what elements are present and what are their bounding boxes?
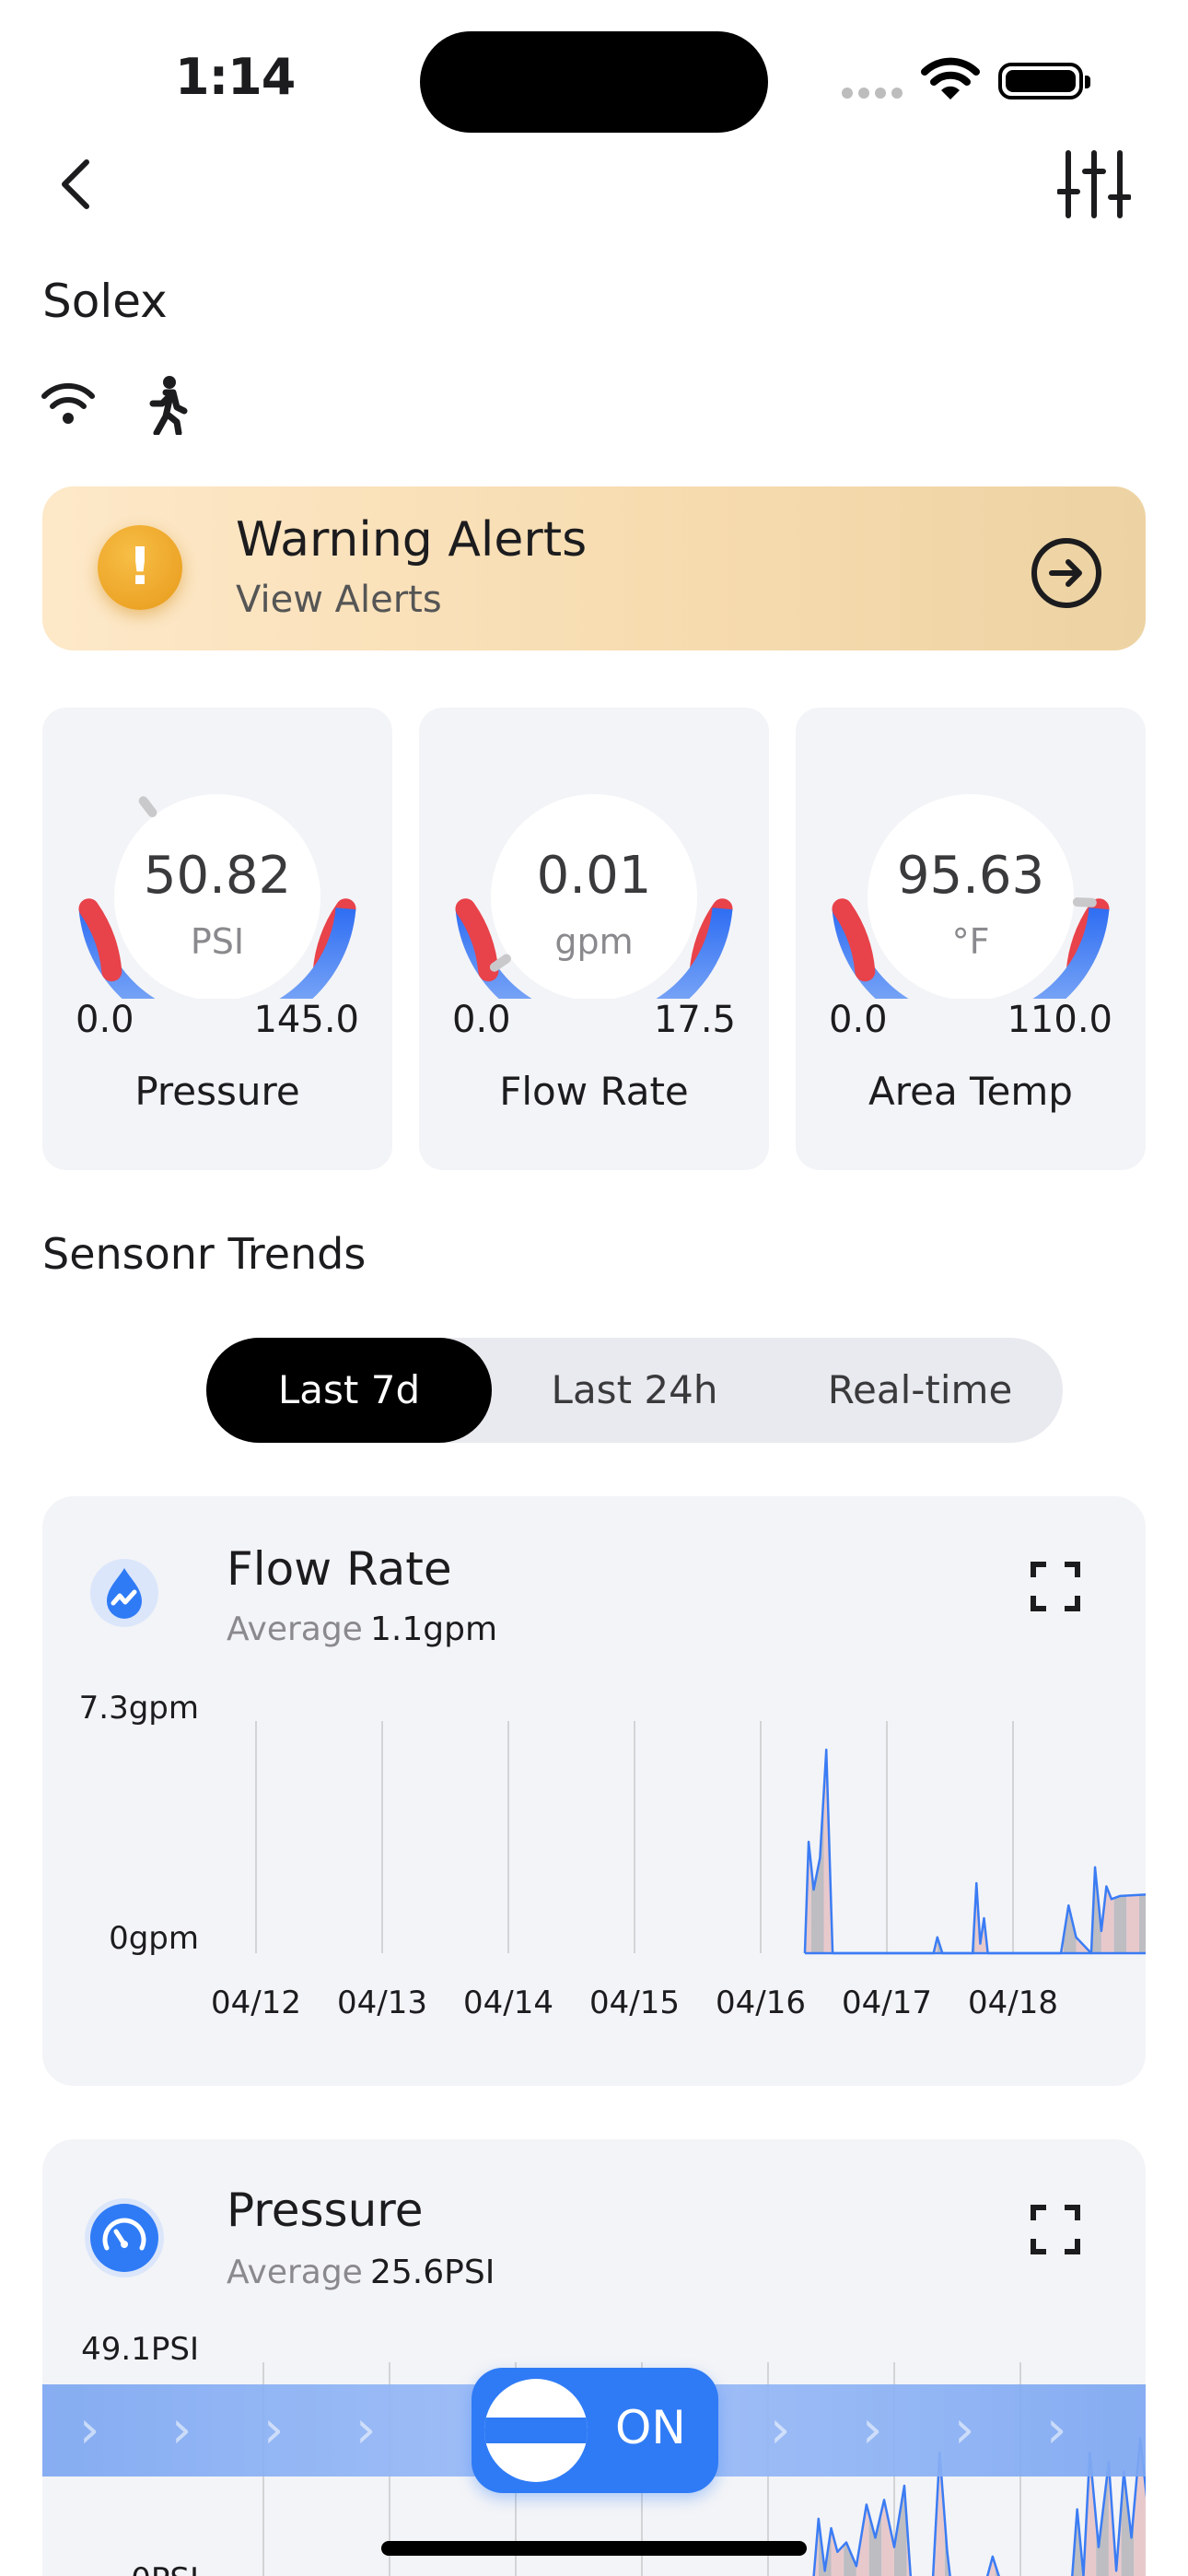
section-title: Sensonr Trends [42,1229,367,1279]
device-name: Solex [42,275,168,328]
warning-icon: ! [98,525,182,610]
battery-icon [998,63,1090,100]
gauge-needle [489,954,511,972]
gauge-dial [455,794,733,999]
gauge-face [491,794,697,999]
gauge-arc-high [78,898,122,982]
pressure-chart-card: Pressure Average 25.6PSI 49.1PSI 0PSI [42,2139,1146,2576]
pressure-gauge-icon [90,2204,158,2272]
wifi-status-icon [921,57,980,105]
expand-icon[interactable] [1030,1561,1081,1616]
tab-real-time[interactable]: Real-time [827,1367,1013,1412]
chart-title: Flow Rate [227,1542,452,1596]
motion-person-icon [146,376,190,439]
dynamic-island [420,31,768,133]
tab-last-24h[interactable]: Last 24h [551,1367,718,1412]
gauge-unit: °F [951,921,990,962]
warning-alerts-banner[interactable]: ! Warning Alerts View Alerts [42,486,1146,650]
gauge-value: 50.82 [143,846,292,906]
gauge-dial [832,794,1110,999]
expand-icon[interactable] [1030,2204,1081,2259]
x-tick-label: 04/15 [589,1985,680,2021]
gauge-needle [138,796,157,817]
power-toggle-button[interactable]: ON [472,2368,718,2493]
y-axis-min-label: 0PSI [42,2561,199,2576]
pressure-gauge-card[interactable]: 50.82 PSI 0.0 145.0 Pressure [42,708,392,1170]
x-tick-label: 04/16 [716,1985,806,2021]
gauge-value: 0.01 [536,846,652,906]
gauge-max: 110.0 [1007,999,1112,1041]
alert-title: Warning Alerts [236,512,588,568]
home-indicator [381,2541,807,2556]
toggle-label: ON [615,2401,686,2454]
gauge-min: 0.0 [829,999,888,1041]
gauge-value: 95.63 [896,846,1045,906]
cellular-signal-icon [842,85,908,102]
gauge-dial [78,794,356,999]
status-time: 1:14 [175,48,296,106]
water-drop-icon [90,1559,158,1627]
flow-rate-chart-card: Flow Rate Average 1.1gpm 7.3gpm 0gpm 04/… [42,1496,1146,2086]
gauge-label: Pressure [134,1069,300,1114]
back-icon[interactable] [55,157,96,216]
gauge-max: 145.0 [253,999,359,1041]
x-tick-label: 04/13 [337,1985,427,2021]
gauge-arc-high [832,898,876,982]
gauge-max: 17.5 [653,999,736,1041]
y-axis-max-label: 7.3gpm [78,1690,199,1727]
gauge-face [868,794,1074,999]
gauge-min: 0.0 [76,999,134,1041]
y-axis-min-label: 0gpm [109,1920,199,1957]
average-label: Average [227,2254,363,2291]
flow-rate-plot [255,1721,1146,1955]
gauge-arc-high [455,898,499,982]
area-temp-gauge-card[interactable]: 95.63 °F 0.0 110.0 Area Temp [796,708,1146,1170]
time-range-segmented-control: Last 7d Last 24h Real-time [206,1338,1063,1443]
x-tick-label: 04/12 [211,1985,301,2021]
chart-title: Pressure [227,2184,424,2237]
gauge-face [114,794,320,999]
gauge-min: 0.0 [452,999,511,1041]
gauge-unit: PSI [190,921,245,962]
gauge-label: Flow Rate [499,1069,689,1114]
series-line [812,2437,1146,2576]
average-value: 25.6PSI [370,2254,495,2291]
average-label: Average [227,1610,363,1648]
x-tick-label: 04/17 [842,1985,932,2021]
x-tick-label: 04/18 [968,1985,1058,2021]
wifi-icon [41,381,96,429]
gauge-label: Area Temp [868,1069,1073,1114]
tab-last-7d[interactable]: Last 7d [206,1338,492,1443]
alert-subtitle: View Alerts [236,579,442,621]
y-axis-max-label: 49.1PSI [81,2331,199,2368]
gauge-needle [1072,897,1097,907]
pressure-plot [262,2362,1146,2576]
average-value: 1.1gpm [370,1610,498,1648]
arrow-right-circle-icon[interactable] [1030,536,1103,614]
gauge-unit: gpm [554,921,634,962]
x-tick-label: 04/14 [463,1985,553,2021]
settings-sliders-icon[interactable] [1056,149,1132,223]
toggle-knob[interactable] [484,2379,588,2482]
flow-rate-gauge-card[interactable]: 0.01 gpm 0.0 17.5 Flow Rate [419,708,769,1170]
